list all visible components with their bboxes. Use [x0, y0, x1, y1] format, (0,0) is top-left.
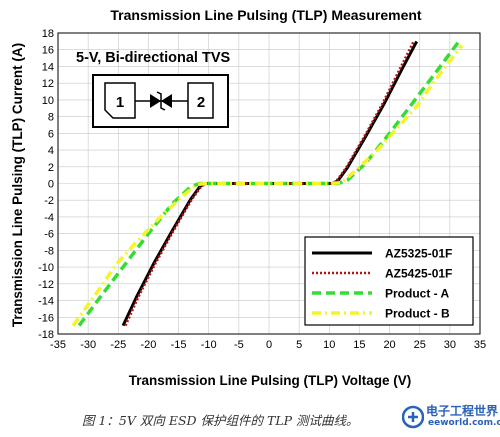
y-tick-label: 16	[42, 45, 54, 57]
x-tick-label: 0	[266, 339, 272, 351]
y-tick-label: 12	[42, 78, 54, 90]
y-tick-label: -6	[44, 229, 54, 241]
watermark-site-name: 电子工程世界	[426, 404, 499, 418]
x-tick-label: 30	[444, 339, 456, 351]
figure-caption: 图 1：5V 双向 ESD 保护组件的 TLP 测试曲线。	[82, 413, 359, 428]
x-tick-label: -10	[201, 339, 217, 351]
x-tick-label: 10	[323, 339, 335, 351]
pin-1-box	[104, 82, 136, 119]
series-line-product-b	[71, 44, 464, 327]
pin-2-label: 2	[197, 94, 205, 111]
legend-label: AZ5425-01F	[385, 267, 452, 281]
y-tick-label: 8	[48, 112, 54, 124]
legend-label: Product - B	[385, 307, 450, 321]
x-tick-label: -15	[171, 339, 187, 351]
y-tick-label: -14	[38, 296, 54, 308]
legend-label: AZ5325-01F	[385, 247, 452, 261]
y-tick-label: -10	[38, 262, 54, 274]
x-tick-label: 15	[353, 339, 365, 351]
y-tick-label: 18	[42, 28, 54, 40]
y-tick-label: 14	[42, 61, 54, 73]
legend: AZ5325-01F AZ5425-01F Product - A Product -…	[304, 236, 474, 326]
chart-title: Transmission Line Pulsing (TLP) Measurem…	[110, 7, 422, 23]
series-lines	[71, 40, 464, 327]
x-tick-label: 5	[296, 339, 302, 351]
x-tick-label: -25	[110, 339, 126, 351]
y-tick-label: -8	[44, 245, 54, 257]
y-tick-label: -16	[38, 312, 54, 324]
y-tick-label: -2	[44, 195, 54, 207]
x-tick-labels: -35 -30 -25 -20 -15 -10 -5 0 5 10 15 20 25 30 35	[50, 339, 486, 351]
series-line-az5425-01f	[124, 40, 415, 327]
annotation-label: 5-V, Bi-directional TVS	[76, 50, 230, 66]
y-tick-label: -4	[44, 212, 54, 224]
y-tick-label: -12	[38, 279, 54, 291]
y-axis-label: Transmission Line Pulsing (TLP) Current …	[10, 43, 25, 327]
y-tick-label: 10	[42, 95, 54, 107]
plot-area-border	[57, 32, 481, 335]
x-tick-label: 25	[414, 339, 426, 351]
x-tick-label: -5	[234, 339, 244, 351]
watermark-site-url: eeworld.com.cn	[428, 418, 500, 428]
watermark-logo-icon	[402, 405, 424, 429]
x-tick-label: -30	[80, 339, 96, 351]
y-tick-labels: -18 -16 -14 -12 -10 -8 -6 -4 -2 0 2 4 6 8 10 12 14 16 18	[38, 28, 54, 341]
x-tick-label: -35	[50, 339, 66, 351]
x-tick-label: -20	[140, 339, 156, 351]
pin-1-label: 1	[116, 94, 124, 111]
x-tick-label: 20	[383, 339, 395, 351]
x-axis-label: Transmission Line Pulsing (TLP) Voltage …	[129, 373, 412, 388]
bidirectional-tvs-diode-icon	[150, 91, 172, 111]
legend-label: Product - A	[385, 287, 450, 301]
site-watermark: 电子工程世界 eeworld.com.cn	[400, 402, 500, 434]
x-tick-label: 35	[474, 339, 486, 351]
y-tick-label: -18	[38, 329, 54, 341]
y-tick-label: 2	[48, 162, 54, 174]
y-tick-label: 0	[48, 179, 54, 191]
y-tick-label: 6	[48, 128, 54, 140]
y-tick-label: 4	[48, 145, 54, 157]
pin-2-box	[187, 82, 214, 119]
tvs-inset-diagram: 1 2	[92, 74, 229, 128]
